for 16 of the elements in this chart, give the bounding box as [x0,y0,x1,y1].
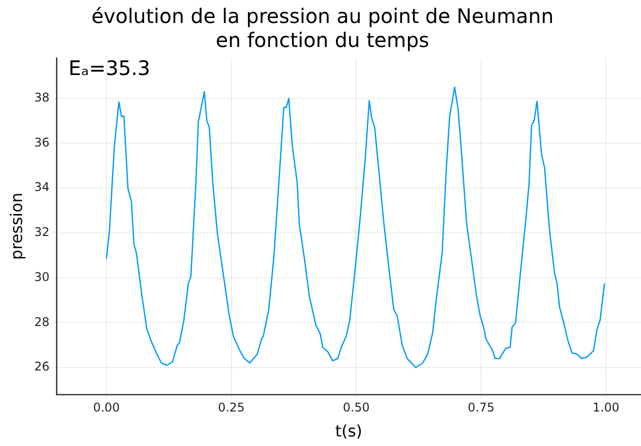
x-tick-label: 1.00 [592,400,620,415]
x-tick-label: 0.25 [218,400,245,415]
x-tick-label: 0.75 [468,400,494,415]
y-tick-label: 30 [34,270,50,284]
x-tick-label: 0.50 [342,400,370,415]
y-axis-title: pression [6,192,26,260]
y-tick-label: 34 [34,180,50,194]
x-tick-label: 0.00 [93,400,120,415]
y-tick-label: 26 [34,360,50,374]
annotation: Eₐ=35.3 [68,56,150,80]
y-tick-label: 36 [34,135,50,150]
y-tick-label: 28 [34,314,50,329]
y-tick-label: 38 [34,90,50,104]
y-tick-label: 32 [34,225,50,240]
chart-title: évolution de la pression au point de Neumann en fonction du temps [91,4,554,52]
x-axis-title: t(s) [335,422,362,441]
